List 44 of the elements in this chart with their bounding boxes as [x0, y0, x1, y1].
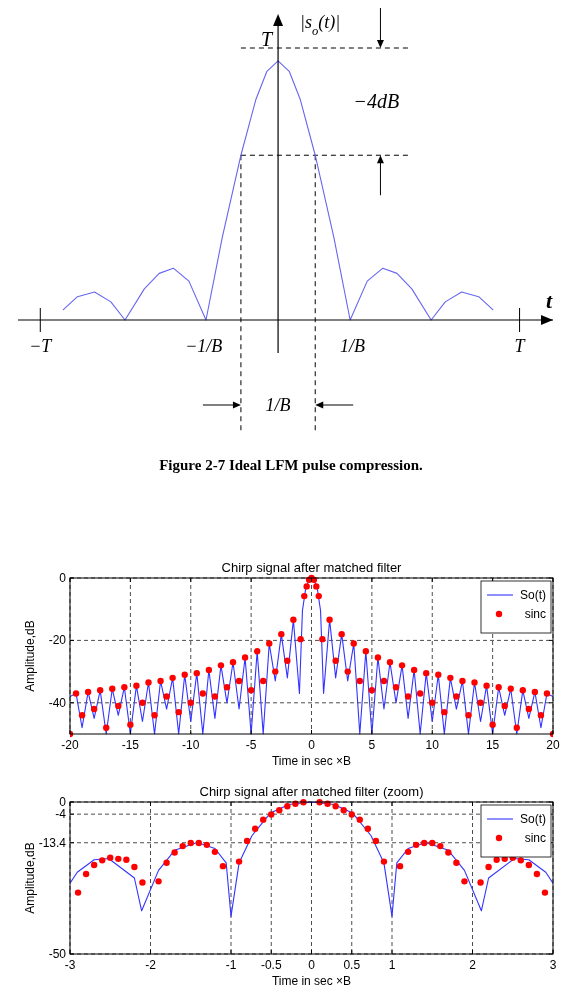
y-tick-label: -4 — [55, 807, 67, 822]
legend-label: So(t) — [519, 812, 546, 826]
x-tick-label: -2 — [145, 958, 157, 972]
annotation: −4dB — [353, 89, 400, 112]
caption: Figure 2-7 Ideal LFM pulse compression. — [159, 457, 424, 473]
x-tick-label: 2 — [469, 958, 477, 972]
x-tick-label: 3 — [549, 958, 557, 972]
x-tick-label: -3 — [64, 958, 76, 972]
x-tick-label: 1/B — [339, 336, 365, 356]
x-tick-label: 15 — [485, 738, 500, 752]
x-tick-label: -10 — [182, 738, 200, 752]
x-tick-label: -15 — [121, 738, 140, 752]
y-tick-label: -20 — [48, 633, 67, 648]
y-tick-label: -50 — [48, 947, 67, 961]
x-axis-title: Time in sec ×B — [271, 754, 352, 768]
chart-title: Chirp signal after matched filter — [221, 560, 403, 575]
legend-label: sinc — [524, 607, 546, 621]
x-axis-title: Time in sec ×B — [271, 974, 352, 988]
x-tick-label: -0.5 — [260, 958, 282, 972]
ref-line-label: T — [260, 28, 274, 50]
x-tick-label: -5 — [245, 738, 257, 752]
x-tick-label: 0.5 — [343, 958, 361, 972]
x-tick-label: 5 — [368, 738, 376, 752]
chart-title: Chirp signal after matched filter (zoom) — [199, 784, 424, 799]
y-tick-label: -13.4 — [38, 835, 67, 850]
text: 1/B — [265, 395, 291, 415]
y-tick-label: 0 — [59, 795, 67, 809]
y-tick-label: -40 — [48, 695, 67, 710]
y-axis-title: Amplitude,dB — [23, 842, 37, 914]
y-axis-title: Amplitude,dB — [23, 620, 37, 692]
x-tick-label: 0 — [308, 958, 316, 972]
y-tick-label: 0 — [59, 571, 67, 585]
x-tick-label: 20 — [546, 738, 560, 752]
legend-label: sinc — [524, 831, 546, 845]
x-tick-label: 1 — [388, 958, 396, 972]
x-tick-label: −1/B — [185, 336, 223, 356]
x-axis-title: t — [545, 288, 553, 313]
x-tick-label: −T — [29, 336, 54, 356]
x-tick-label: 10 — [425, 738, 440, 752]
x-tick-label: T — [514, 336, 527, 356]
y-axis-title: |s$_{o}$(t)| — [300, 12, 341, 38]
legend-label: So(t) — [519, 588, 546, 602]
x-tick-label: 0 — [308, 738, 316, 752]
x-tick-label: -1 — [225, 958, 237, 972]
